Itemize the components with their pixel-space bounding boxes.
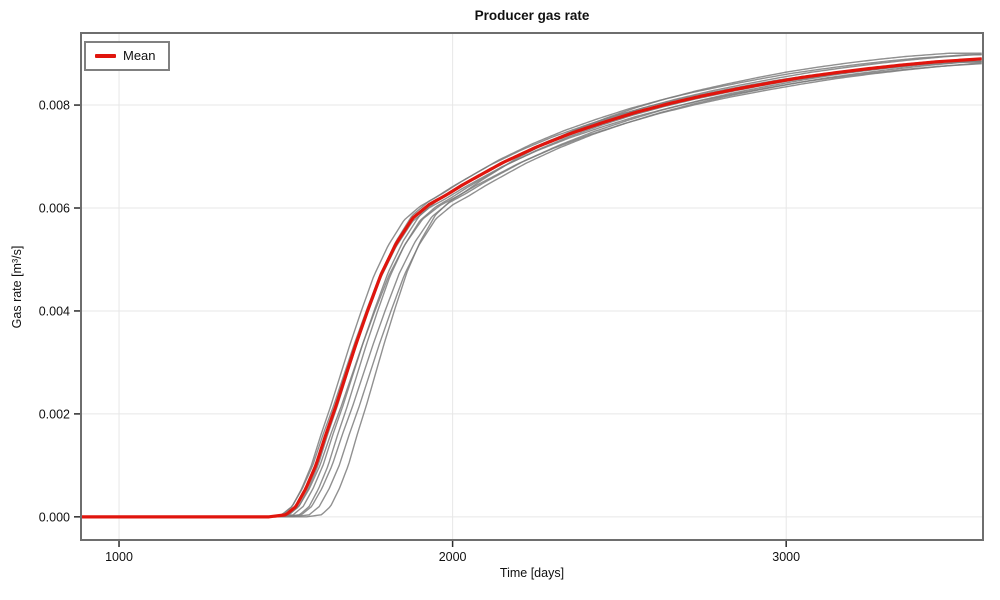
y-tick-label: 0.008 [39, 99, 70, 113]
y-tick-label: 0.004 [39, 304, 70, 318]
plot-frame [80, 32, 984, 541]
ensemble-line [81, 60, 982, 518]
y-tick-label: 0.006 [39, 202, 70, 216]
legend-mean-line-swatch [95, 54, 116, 58]
curves-group [81, 52, 982, 519]
x-tick-label: 1000 [105, 550, 133, 564]
ensemble-line [81, 60, 982, 518]
x-tick-label: 2000 [439, 550, 467, 564]
y-tick-label: 0.000 [39, 510, 70, 524]
y-axis-label: Gas rate [m³/s] [10, 245, 24, 329]
ensemble-line [81, 54, 982, 518]
ensemble-line [81, 53, 982, 518]
ensemble-line [81, 52, 982, 518]
mean-line [81, 57, 982, 519]
ensemble-line [81, 57, 982, 518]
legend: Mean [84, 41, 170, 71]
ensemble-line [81, 62, 982, 518]
x-tick-label: 3000 [772, 550, 800, 564]
y-tick-label: 0.002 [39, 407, 70, 421]
legend-mean-label: Mean [123, 48, 156, 63]
chart-title: Producer gas rate [474, 8, 590, 23]
ensemble-line [81, 61, 982, 518]
x-axis-label: Time [days] [499, 566, 565, 580]
ensemble-line [81, 62, 982, 518]
ensemble-line [81, 57, 982, 518]
